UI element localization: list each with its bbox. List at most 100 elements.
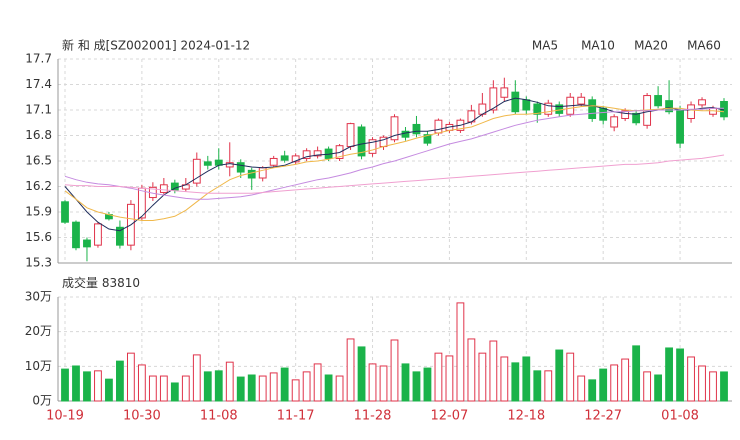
candle-body	[225, 162, 234, 168]
y-tick-label: 20万	[25, 324, 52, 338]
x-tick-label: 11-28	[354, 409, 392, 424]
volume-bar	[192, 354, 201, 402]
x-tick-label: 11-08	[200, 409, 238, 424]
volume-title: 成交量 83810	[62, 275, 140, 290]
candle-body	[269, 157, 278, 166]
candle-body	[390, 116, 399, 141]
candle-body	[116, 226, 124, 246]
volume-current: 83810	[102, 276, 140, 290]
volume-bar	[676, 348, 684, 402]
candle-body	[599, 107, 608, 121]
volume-bar	[137, 364, 146, 402]
volume-bar	[500, 356, 509, 402]
candle-body	[247, 169, 256, 179]
volume-bar	[566, 352, 575, 402]
x-tick-label: 01-08	[661, 409, 699, 424]
y-tick-label: 30万	[25, 290, 52, 304]
candle-body	[170, 182, 179, 191]
volume-bar	[555, 349, 564, 402]
candle-body	[544, 102, 553, 115]
candle-body	[577, 96, 586, 105]
volume-bar	[445, 355, 454, 402]
candle-body	[94, 223, 102, 246]
ma-line	[64, 154, 725, 194]
y-tick-label: 16.5	[25, 154, 52, 168]
volume-bar	[533, 370, 542, 402]
volume-bar	[412, 371, 421, 402]
volume-bar	[61, 368, 69, 402]
legend-label: MA10	[581, 39, 615, 53]
volume-bar	[511, 362, 520, 402]
candle-body	[665, 100, 673, 113]
volume-bar	[423, 367, 432, 402]
x-tick-label: 11-17	[277, 409, 315, 424]
volume-bar	[72, 365, 80, 402]
volume-bar	[105, 378, 113, 402]
candle-body	[511, 91, 520, 113]
volume-bar	[478, 352, 487, 402]
volume-bar	[258, 375, 267, 402]
candle-body	[522, 99, 531, 111]
volume-bar	[302, 371, 311, 402]
volume-bar	[335, 375, 344, 402]
candle-body	[83, 239, 91, 248]
x-tick-label: 12-18	[507, 409, 545, 424]
candle-body	[412, 123, 421, 135]
candle-body	[61, 201, 69, 223]
chart-title: 新 和 成[SZ002001] 2024-01-12	[62, 38, 250, 53]
candle-body	[588, 99, 597, 120]
volume-bar	[577, 375, 586, 402]
y-tick-label: 10万	[25, 359, 52, 373]
candle-body	[346, 123, 355, 148]
volume-bar	[368, 363, 377, 402]
candle-body	[236, 162, 245, 173]
candle-body	[687, 104, 695, 120]
candle-body	[632, 112, 641, 124]
candle-body	[72, 221, 80, 249]
candle-body	[302, 150, 311, 159]
candle-body	[313, 150, 322, 157]
candle-body	[357, 126, 366, 157]
candle-body	[676, 109, 684, 144]
volume-bar	[159, 375, 168, 402]
candle-body	[621, 110, 630, 119]
volume-bar	[456, 302, 465, 402]
volume-bar	[665, 347, 673, 402]
candle-body	[291, 155, 300, 163]
volume-bar	[247, 374, 256, 402]
volume-bar	[489, 340, 498, 402]
candle-body	[500, 87, 509, 98]
ma-line	[64, 105, 725, 221]
volume-bar	[643, 371, 652, 402]
volume-bar	[379, 365, 388, 402]
ma-line	[64, 107, 724, 200]
volume-bar	[83, 371, 91, 402]
legend-label: MA60	[687, 39, 721, 53]
volume-bar	[698, 365, 706, 402]
volume-bar	[390, 339, 399, 402]
volume-bar	[170, 382, 179, 402]
y-tick-label: 16.2	[25, 179, 52, 193]
y-tick-label: 15.9	[25, 205, 52, 219]
candle-body	[489, 87, 498, 111]
candle-body	[423, 134, 432, 144]
volume-bar	[291, 379, 300, 402]
candle-body	[434, 119, 443, 134]
volume-bar	[357, 346, 366, 402]
volume-bar	[401, 363, 410, 402]
volume-bar	[467, 338, 476, 402]
y-tick-label: 16.8	[25, 128, 52, 142]
volume-label: 成交量	[62, 275, 98, 290]
volume-bar	[324, 374, 333, 402]
volume-bar	[214, 370, 223, 402]
volume-bar	[94, 370, 102, 402]
volume-bar	[687, 356, 695, 402]
y-tick-label: 15.6	[25, 230, 52, 244]
candle-body	[192, 158, 201, 184]
volume-bar	[720, 371, 728, 402]
volume-bar	[126, 352, 135, 402]
x-tick-label: 12-07	[431, 409, 469, 424]
volume-bar	[434, 352, 443, 402]
volume-bar	[709, 371, 717, 402]
